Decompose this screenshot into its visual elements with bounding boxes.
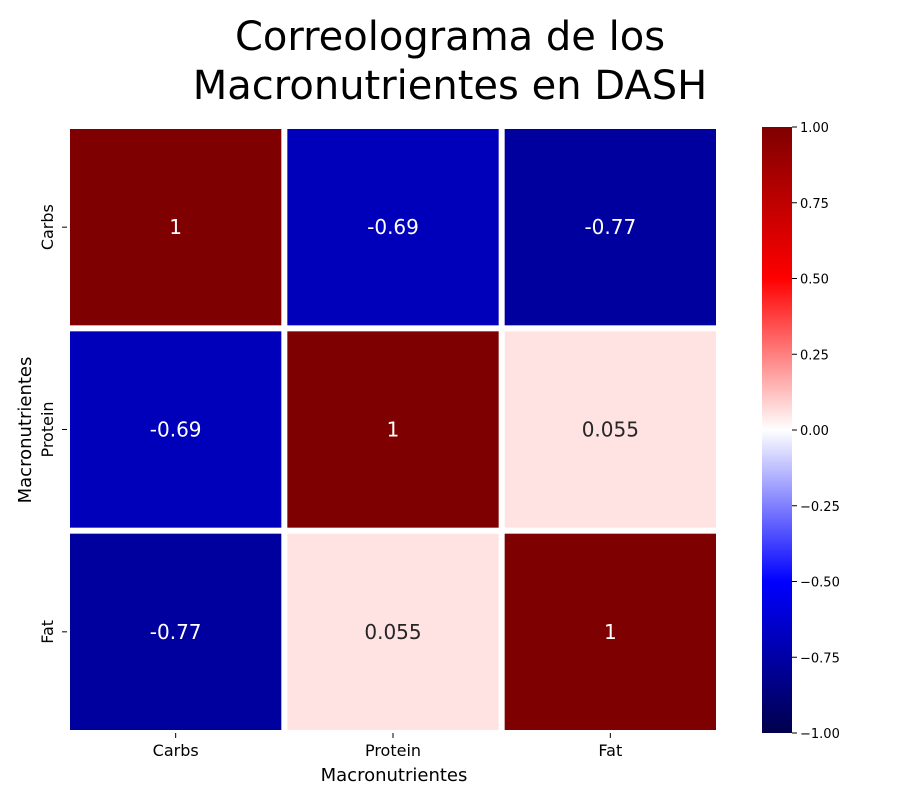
heatmap-cell	[287, 533, 499, 730]
y-tick-label: Fat	[38, 620, 57, 644]
colorbar-tick-label: 0.25	[800, 348, 829, 363]
cell-value-label: -0.77	[584, 215, 636, 239]
heatmap-cell	[287, 331, 499, 528]
x-tick-label: Protein	[365, 741, 421, 760]
cell-value-label: 1	[169, 215, 182, 239]
y-tick-label: Carbs	[38, 204, 57, 250]
chart-title-line-2: Macronutrientes en DASH	[193, 63, 707, 109]
colorbar-tick-label: 0.75	[800, 197, 829, 212]
heatmap-cell	[70, 533, 282, 730]
cell-value-label: 1	[387, 418, 400, 442]
heatmap-cell	[70, 129, 282, 326]
chart-title-line-1: Correolograma de los	[235, 14, 665, 60]
heatmap-cell	[504, 129, 716, 326]
heatmap-cell	[504, 533, 716, 730]
cell-value-label: 0.055	[582, 418, 639, 442]
x-tick-label: Fat	[598, 741, 622, 760]
heatmap-cell	[70, 331, 282, 528]
colorbar-tick-label: −0.50	[800, 576, 840, 591]
y-tick-label: Protein	[38, 401, 57, 457]
colorbar-tick-label: 1.00	[800, 121, 829, 136]
heatmap-cells: 1 -0.69 -0.77 -0.69 1 0.055 -0.77 0.055 1	[70, 129, 716, 730]
colorbar-ticks: 1.00 0.75 0.50 0.25 0.00 −0.25 −0.50 −0.75 −1.00	[792, 121, 840, 742]
colorbar	[762, 127, 792, 733]
heatmap-cell	[287, 129, 499, 326]
colorbar-tick-label: −0.25	[800, 500, 840, 515]
heatmap-cell	[504, 331, 716, 528]
colorbar-tick-label: −1.00	[800, 727, 840, 742]
colorbar-tick-label: 0.50	[800, 273, 829, 288]
cell-value-label: -0.69	[367, 215, 419, 239]
x-axis-ticks: Carbs Protein Fat	[153, 733, 622, 760]
cell-value-label: -0.77	[150, 620, 202, 644]
cell-value-label: 0.055	[364, 620, 421, 644]
y-axis-ticks: Carbs Protein Fat	[38, 204, 67, 644]
colorbar-tick-label: 0.00	[800, 424, 829, 439]
cell-value-label: 1	[604, 620, 617, 644]
x-axis-label: Macronutrientes	[321, 765, 468, 786]
y-axis-label: Macronutrientes	[15, 357, 36, 504]
x-tick-label: Carbs	[153, 741, 199, 760]
colorbar-tick-label: −0.75	[800, 651, 840, 666]
cell-value-label: -0.69	[150, 418, 202, 442]
